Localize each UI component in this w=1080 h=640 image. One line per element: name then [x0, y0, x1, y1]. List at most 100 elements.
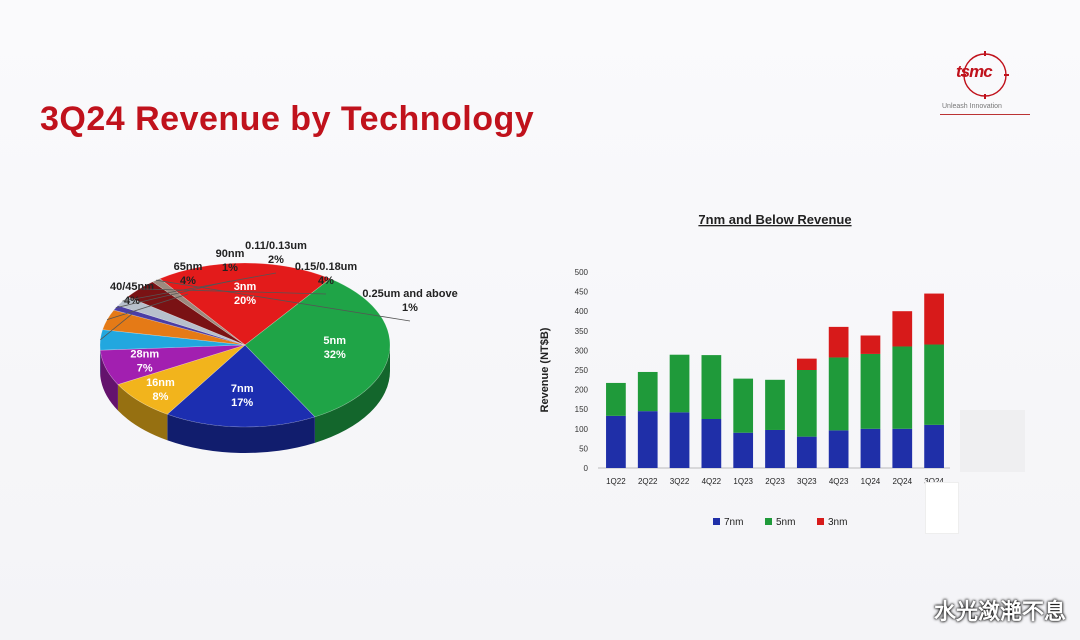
pie-slice-7nm [166, 344, 316, 428]
bar-3nm-2Q24 [892, 311, 913, 347]
bar-5nm-1Q24 [860, 353, 881, 429]
x-tick-label: 3Q23 [797, 477, 817, 486]
pie-leader-65nm [106, 293, 189, 321]
pie-pct-5nm: 32% [324, 349, 346, 361]
legend-label-3nm: 3nm [828, 517, 847, 528]
y-tick-label: 400 [575, 307, 589, 316]
pie-label-3nm: 3nm [234, 281, 257, 293]
pie-label-7nm: 7nm [231, 383, 254, 395]
bar-5nm-2Q24 [892, 346, 913, 429]
pie-slice-28nm [99, 344, 246, 385]
pie-pct-65nm: 4% [180, 275, 196, 287]
bar-7nm-3Q22 [669, 412, 690, 468]
pie-leader-0.25um and above [156, 279, 411, 322]
slide-title: 3Q24 Revenue by Technology [40, 100, 535, 138]
pie-label-40/45nm: 40/45nm [110, 281, 154, 293]
x-tick-label: 3Q22 [670, 477, 690, 486]
pie-label-5nm: 5nm [323, 335, 346, 347]
y-tick-label: 100 [575, 425, 589, 434]
pie-side-28nm [100, 350, 118, 411]
logo-wordmark: tsmc [956, 62, 993, 81]
bar-5nm-4Q23 [828, 357, 849, 431]
bar-3nm-3Q23 [796, 358, 817, 370]
pie-slice-3nm [159, 262, 331, 346]
bar-5nm-4Q22 [701, 355, 722, 419]
y-tick-label: 300 [575, 346, 589, 355]
bar-5nm-3Q24 [924, 344, 944, 425]
bar-3nm-3Q24 [924, 293, 944, 345]
bar-7nm-2Q23 [765, 429, 785, 468]
x-tick-label: 2Q24 [892, 477, 912, 486]
bar-5nm-2Q22 [637, 371, 658, 412]
bar-3nm-4Q23 [828, 326, 849, 358]
revenue-bar-chart: 7nm and Below Revenue Revenue (NT$B) 0 50 10… [539, 212, 950, 528]
pie-slice-0.25um and above [151, 278, 246, 346]
tsmc-logo [940, 50, 1040, 120]
bar-7nm-3Q24 [924, 424, 944, 468]
pie-side-16nm [117, 384, 168, 441]
y-tick-label: 450 [575, 288, 589, 297]
bar-7nm-4Q23 [828, 430, 849, 468]
bar-7nm-1Q22 [606, 415, 626, 468]
pie-label-0.25um and above: 0.25um and above [362, 288, 457, 300]
pie-slice-16nm [117, 344, 246, 415]
y-tick-label: 350 [575, 327, 589, 336]
logo-divider [940, 114, 1030, 115]
legend-swatch-5nm [765, 518, 772, 525]
pie-pct-28nm: 7% [137, 362, 153, 374]
pie-pct-40/45nm: 4% [124, 295, 140, 307]
bar-5nm-3Q22 [669, 354, 690, 413]
x-tick-label: 1Q23 [733, 477, 753, 486]
pie-label-28nm: 28nm [130, 348, 159, 360]
x-tick-label: 1Q22 [606, 477, 626, 486]
pie-slice-65nm [102, 309, 246, 346]
bar-7nm-4Q22 [701, 419, 722, 468]
bar-3nm-1Q24 [860, 335, 881, 354]
logo-tagline: Unleash Innovation [942, 103, 1002, 110]
pie-label-90nm: 90nm [216, 248, 245, 260]
logo-wafer-icon [961, 51, 1009, 99]
bar-chart-title: 7nm and Below Revenue [698, 212, 851, 227]
x-tick-label: 2Q22 [638, 477, 658, 486]
background-panel-small [925, 482, 959, 534]
y-tick-label: 0 [584, 464, 589, 473]
x-tick-label: 1Q24 [861, 477, 881, 486]
y-tick-label: 250 [575, 366, 589, 375]
pie-pct-0.25um and above: 1% [402, 302, 418, 314]
watermark: 水光潋滟不息 [933, 599, 1066, 624]
pie-slice-0.11/0.13um [117, 296, 246, 346]
x-tick-label: 4Q23 [829, 477, 849, 486]
pie-pct-0.11/0.13um: 2% [268, 254, 284, 266]
y-axis-label: Revenue (NT$B) [539, 327, 551, 412]
pie-slice-5nm [244, 278, 391, 418]
pie-label-0.11/0.13um: 0.11/0.13um [245, 240, 307, 252]
legend-label-7nm: 7nm [724, 517, 743, 528]
y-tick-label: 200 [575, 386, 589, 395]
pie-pct-7nm: 17% [231, 397, 253, 409]
bar-5nm-1Q22 [606, 382, 626, 416]
legend-swatch-7nm [713, 518, 720, 525]
bar-5nm-2Q23 [765, 379, 785, 430]
pie-slice-0.15/0.18um [127, 281, 246, 346]
pie-slice-90nm [113, 305, 246, 346]
bar-5nm-1Q23 [733, 378, 754, 433]
bar-7nm-3Q23 [796, 436, 817, 468]
background-panel [960, 410, 1025, 472]
pie-side-7nm [167, 414, 315, 453]
x-tick-label: 4Q22 [702, 477, 722, 486]
pie-leader-90nm [115, 280, 231, 309]
bar-7nm-2Q24 [892, 428, 913, 468]
pie-label-16nm: 16nm [146, 377, 175, 389]
legend-swatch-3nm [817, 518, 824, 525]
y-tick-label: 50 [579, 444, 588, 453]
pie-pct-90nm: 1% [222, 262, 238, 274]
pie-label-65nm: 65nm [174, 261, 203, 273]
pie-leader-0.15/0.18um [139, 288, 327, 295]
pie-side-5nm [314, 345, 390, 443]
bar-7nm-1Q23 [733, 432, 754, 468]
pie-label-0.15/0.18um: 0.15/0.18um [295, 261, 358, 273]
y-tick-label: 500 [575, 268, 589, 277]
pie-slice-40/45nm [99, 329, 246, 351]
bar-5nm-3Q23 [796, 370, 817, 437]
